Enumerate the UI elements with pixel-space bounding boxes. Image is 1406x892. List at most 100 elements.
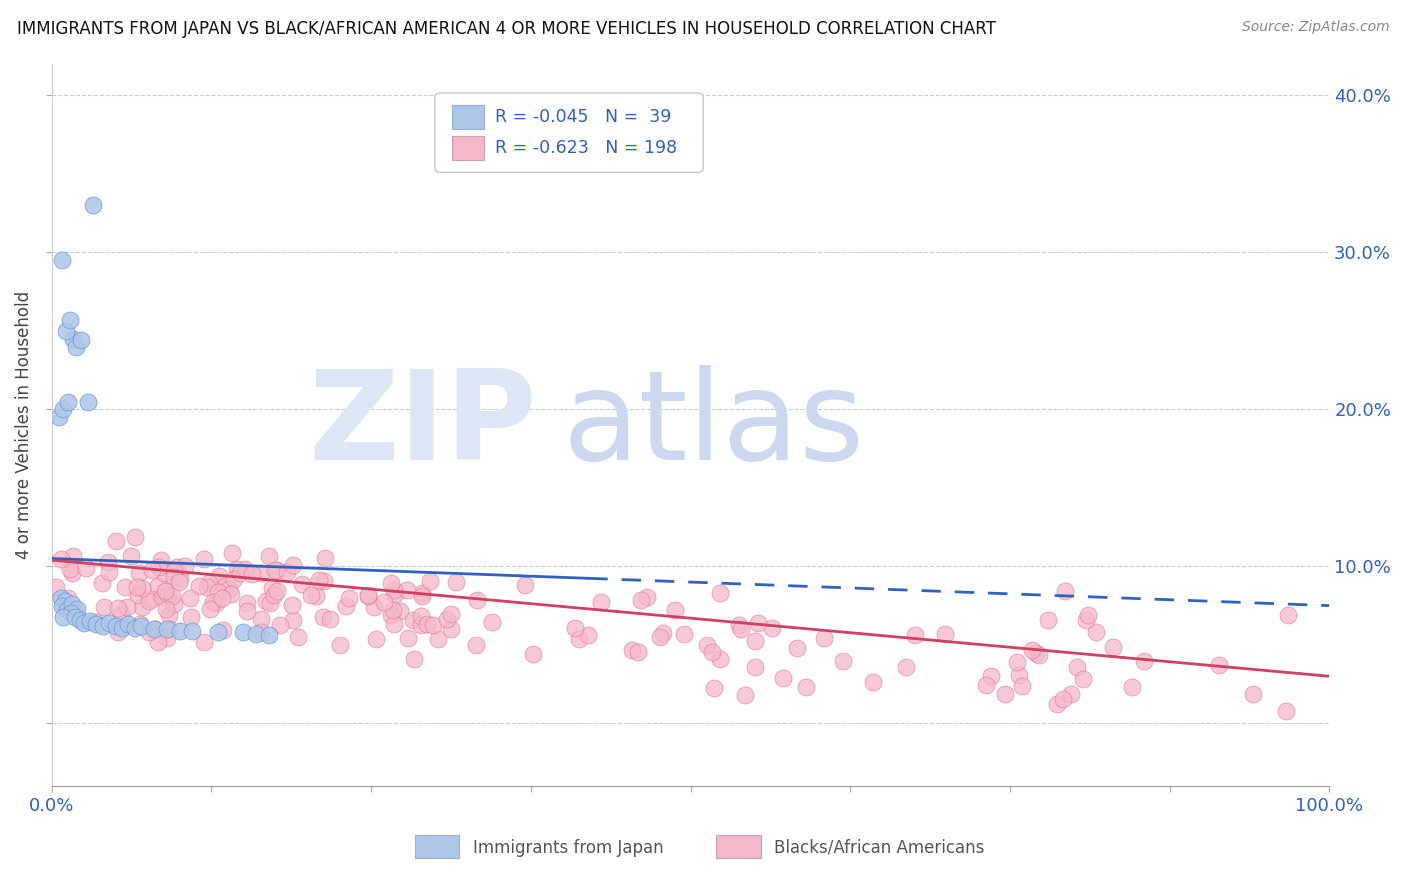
Point [761, 621, 783, 635]
Point [259, 596, 281, 610]
Point [444, 575, 467, 590]
Point [409, 617, 432, 632]
Point [82, 198, 104, 212]
Point [291, 577, 314, 591]
Point [440, 622, 463, 636]
Point [980, 669, 1002, 683]
Point [994, 688, 1017, 702]
Point [150, 553, 173, 567]
Point [49, 591, 72, 605]
Point [1052, 692, 1074, 706]
Point [627, 645, 650, 659]
Point [744, 633, 766, 648]
Point [207, 584, 229, 599]
Point [1011, 679, 1033, 693]
Point [91, 619, 114, 633]
Point [205, 596, 228, 610]
Bar [716, 835, 761, 858]
Point [155, 583, 177, 598]
Point [813, 631, 835, 645]
Point [1046, 697, 1069, 711]
Point [233, 562, 256, 576]
Point [51, 253, 73, 268]
Point [257, 628, 280, 642]
Text: IMMIGRANTS FROM JAPAN VS BLACK/AFRICAN AMERICAN 4 OR MORE VEHICLES IN HOUSEHOLD : IMMIGRANTS FROM JAPAN VS BLACK/AFRICAN A… [17, 20, 995, 37]
Point [440, 607, 463, 621]
Point [422, 618, 444, 632]
Point [169, 624, 191, 638]
Point [382, 616, 405, 631]
Point [427, 632, 450, 646]
Point [464, 639, 486, 653]
Point [221, 546, 243, 560]
Point [51, 599, 73, 613]
Point [281, 613, 304, 627]
Point [1077, 607, 1099, 622]
Point [163, 570, 186, 584]
Point [212, 623, 235, 637]
Point [125, 580, 148, 594]
Point [314, 574, 336, 589]
Point [652, 625, 675, 640]
Point [276, 565, 298, 579]
Point [786, 641, 808, 656]
Point [97, 565, 120, 579]
Point [411, 586, 433, 600]
Point [364, 632, 387, 647]
Point [51, 552, 73, 566]
Point [226, 562, 249, 576]
Point [138, 625, 160, 640]
Point [1021, 642, 1043, 657]
Point [219, 587, 242, 601]
Point [75, 561, 97, 575]
Point [52, 402, 75, 417]
Bar [451, 136, 484, 160]
Point [630, 592, 652, 607]
Point [734, 689, 756, 703]
Point [146, 635, 169, 649]
Point [90, 576, 112, 591]
Point [620, 643, 643, 657]
Point [245, 627, 267, 641]
Point [335, 599, 357, 613]
Point [281, 558, 304, 572]
Point [1241, 687, 1264, 701]
Point [636, 591, 658, 605]
Bar [415, 835, 460, 858]
Point [281, 598, 304, 612]
Point [1060, 687, 1083, 701]
Point [70, 334, 93, 348]
Point [1007, 655, 1029, 669]
Point [160, 590, 183, 604]
Point [373, 595, 395, 609]
Point [709, 586, 731, 600]
Point [79, 615, 101, 629]
Point [207, 625, 229, 640]
Point [53, 594, 76, 608]
Point [110, 607, 132, 622]
Point [401, 613, 423, 627]
Point [709, 652, 731, 666]
Point [60, 597, 83, 611]
Point [388, 604, 411, 618]
Point [169, 571, 191, 585]
Point [266, 583, 288, 598]
Point [155, 602, 177, 616]
Point [308, 573, 330, 587]
Point [396, 582, 419, 597]
Point [384, 587, 406, 601]
Point [153, 584, 176, 599]
Point [236, 604, 259, 618]
Point [157, 607, 180, 622]
Point [1121, 680, 1143, 694]
Point [402, 651, 425, 665]
Point [259, 549, 281, 563]
Point [146, 579, 169, 593]
Point [198, 602, 221, 616]
Point [157, 588, 180, 602]
Point [107, 624, 129, 639]
Point [152, 566, 174, 580]
Point [249, 566, 271, 581]
Point [229, 566, 252, 580]
Point [382, 603, 405, 617]
